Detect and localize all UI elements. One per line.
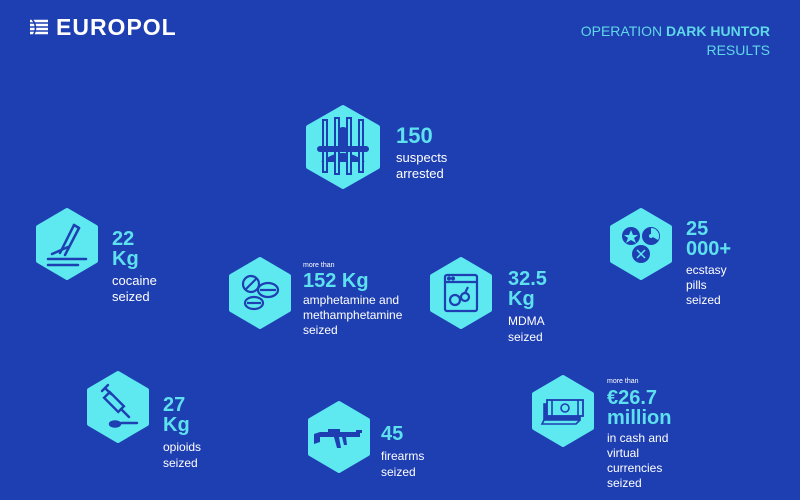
mdma-icon [443,273,479,313]
firearms-value: 45 [381,423,404,445]
cash-icon [540,399,584,425]
europol-wordmark: EUROPOL [56,14,177,40]
cash-prefix: more than [607,378,639,385]
suspects-value: 150 [396,123,433,148]
operation-title: OPERATION DARK HUNTOR RESULTS [581,22,770,60]
mdma-value: 32.5 Kg [508,268,547,310]
hex-amphetamine [227,256,293,330]
cash-value: €26.7 million [607,387,672,429]
hex-mdma [428,256,494,330]
operation-name: DARK HUNTOR [666,23,770,39]
prison-bars-icon [317,117,369,175]
amphetamine-value: 152 Kg [303,270,369,292]
cash-line-1: in cash and virtual [607,431,669,460]
pills-icon [622,227,660,263]
hex-cash [530,374,596,448]
ecstasy-label: ecstasy pills [686,263,727,292]
ecstasy-label-2: seized [686,293,721,307]
hex-suspects [303,104,383,190]
europol-emblem-icon [30,18,48,37]
tablets-icon [241,274,280,311]
hex-ecstasy [608,207,674,281]
suspects-label: suspects arrested [396,150,448,181]
amphetamine-prefix: more than [303,262,335,269]
firearms-label: firearms seized [381,449,425,479]
cocaine-value: 22 Kg [112,228,139,270]
hex-firearms [306,400,372,474]
ecstasy-value: 25 000+ [686,218,732,260]
syringe-icon [100,383,139,428]
rifle-icon [314,429,362,448]
operation-prefix: OPERATION [580,23,663,39]
amphetamine-line-1: amphetamine and [303,293,400,307]
mdma-label: MDMA seized [508,314,544,344]
amphetamine-line-3: seized [303,323,338,337]
hex-cocaine [34,207,100,281]
opioids-label: opioids seized [163,440,202,470]
hex-opioids [85,370,151,444]
cocaine-icon [46,223,88,267]
cash-line-2: currencies seized [607,461,663,490]
operation-results: RESULTS [706,42,770,58]
cocaine-label: cocaine seized [112,273,157,304]
opioids-value: 27 Kg [163,394,190,436]
amphetamine-line-2: methamphetamine [303,308,403,322]
europol-logo: EUROPOL [28,14,177,41]
